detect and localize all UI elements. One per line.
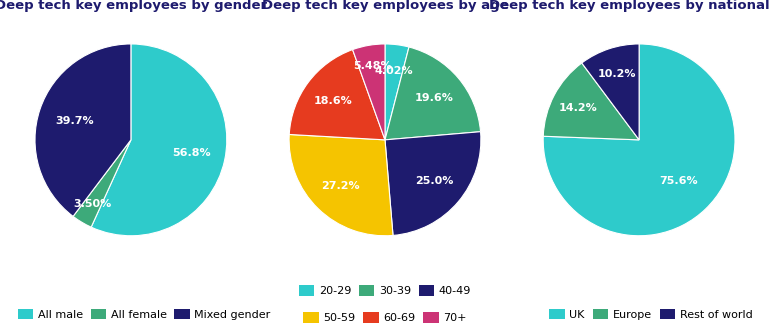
- Text: 10.2%: 10.2%: [598, 69, 637, 79]
- Wedge shape: [544, 63, 639, 140]
- Wedge shape: [73, 140, 131, 227]
- Title: Deep tech key employees by gender: Deep tech key employees by gender: [0, 0, 267, 12]
- Wedge shape: [385, 44, 409, 140]
- Wedge shape: [91, 44, 227, 236]
- Text: 39.7%: 39.7%: [55, 116, 94, 126]
- Text: 4.02%: 4.02%: [374, 66, 413, 76]
- Wedge shape: [543, 44, 735, 236]
- Legend: UK, Europe, Rest of world: UK, Europe, Rest of world: [545, 304, 757, 324]
- Wedge shape: [353, 44, 385, 140]
- Text: 75.6%: 75.6%: [660, 176, 698, 186]
- Wedge shape: [385, 47, 480, 140]
- Text: 56.8%: 56.8%: [172, 148, 211, 158]
- Legend: 50-59, 60-69, 70+: 50-59, 60-69, 70+: [299, 307, 471, 327]
- Legend: All male, All female, Mixed gender: All male, All female, Mixed gender: [13, 304, 275, 324]
- Text: 5.48%: 5.48%: [353, 61, 391, 71]
- Wedge shape: [385, 132, 481, 235]
- Text: 3.50%: 3.50%: [73, 199, 112, 209]
- Legend: 20-29, 30-39, 40-49: 20-29, 30-39, 40-49: [294, 281, 476, 301]
- Text: 14.2%: 14.2%: [558, 103, 598, 113]
- Wedge shape: [35, 44, 131, 216]
- Text: 19.6%: 19.6%: [414, 93, 454, 103]
- Title: Deep tech key employees by age: Deep tech key employees by age: [262, 0, 508, 12]
- Title: Deep tech key employees by nationality: Deep tech key employees by nationality: [489, 0, 770, 12]
- Text: 18.6%: 18.6%: [314, 97, 353, 107]
- Wedge shape: [582, 44, 639, 140]
- Wedge shape: [290, 50, 385, 140]
- Wedge shape: [289, 135, 393, 236]
- Text: 27.2%: 27.2%: [321, 181, 360, 191]
- Text: 25.0%: 25.0%: [415, 176, 454, 186]
